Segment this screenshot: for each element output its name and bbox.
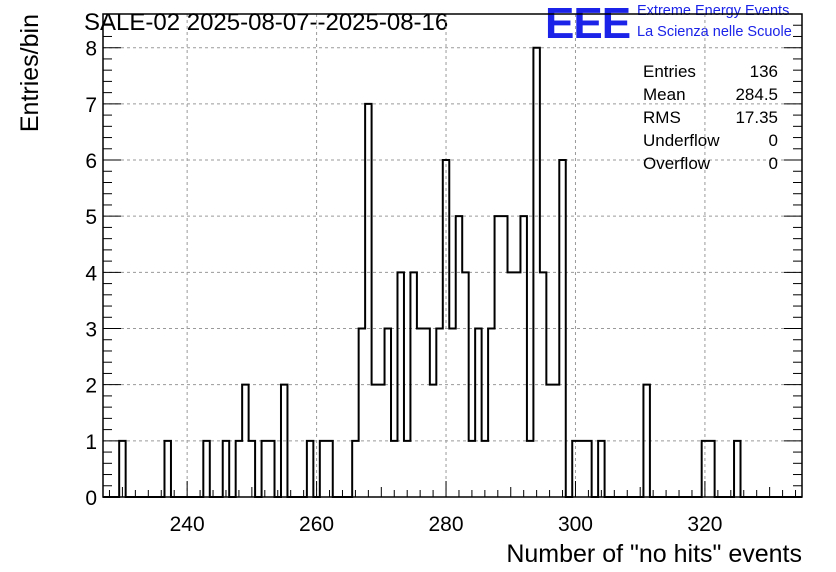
histogram-bin bbox=[734, 441, 740, 497]
y-tick-label: 1 bbox=[85, 431, 97, 454]
histogram-bin bbox=[397, 272, 403, 497]
histogram-bin bbox=[488, 329, 494, 497]
stats-value: 0 bbox=[769, 154, 778, 173]
histogram-bin bbox=[546, 385, 552, 497]
histogram-bin bbox=[378, 385, 384, 497]
y-tick-label: 3 bbox=[85, 319, 97, 342]
histogram-bin bbox=[365, 104, 371, 497]
histogram-bin bbox=[579, 441, 585, 497]
histogram-bin bbox=[475, 329, 481, 497]
stats-value: 0 bbox=[769, 131, 778, 150]
y-tick-label: 8 bbox=[85, 38, 97, 61]
histogram-bin bbox=[262, 441, 268, 497]
histogram-bin bbox=[430, 385, 436, 497]
histogram-bin bbox=[119, 441, 125, 497]
histogram-bin bbox=[520, 216, 526, 497]
histogram-bin bbox=[708, 441, 714, 497]
histogram-bin bbox=[462, 272, 468, 497]
y-tick-label: 2 bbox=[85, 375, 97, 398]
histogram-bin bbox=[326, 441, 332, 497]
histogram-bin bbox=[553, 385, 559, 497]
histogram-bin bbox=[527, 441, 533, 497]
x-tick-labels: 240 260 280 300 320 bbox=[170, 513, 723, 536]
histogram-bin bbox=[242, 385, 248, 497]
histogram-bin bbox=[404, 441, 410, 497]
histogram-bin bbox=[443, 160, 449, 497]
histogram-bin bbox=[164, 441, 170, 497]
y-tick-label: 0 bbox=[85, 487, 97, 510]
histogram-bin bbox=[585, 441, 591, 497]
axis-ticks bbox=[103, 13, 802, 498]
histogram-bin bbox=[456, 216, 462, 497]
histogram-bin bbox=[533, 48, 539, 497]
plot-frame bbox=[102, 13, 803, 498]
histogram-bin bbox=[508, 272, 514, 497]
histogram-bin bbox=[223, 441, 229, 497]
histogram-bin bbox=[417, 329, 423, 497]
y-tick-label: 4 bbox=[85, 262, 97, 285]
x-tick-label: 300 bbox=[558, 513, 593, 536]
histogram-step-line bbox=[103, 46, 802, 498]
x-tick-label: 260 bbox=[299, 513, 334, 536]
x-tick-label: 280 bbox=[429, 513, 464, 536]
histogram-bin bbox=[540, 272, 546, 497]
histogram-bin bbox=[307, 441, 313, 497]
histogram-bin bbox=[449, 329, 455, 497]
stats-label: Mean bbox=[643, 85, 686, 104]
histogram-bin bbox=[352, 441, 358, 497]
histogram-bin bbox=[203, 441, 209, 497]
histogram-bin bbox=[559, 160, 565, 497]
histogram-bin bbox=[469, 441, 475, 497]
histogram-bin bbox=[320, 441, 326, 497]
histogram-bin bbox=[249, 441, 255, 497]
histogram-bin bbox=[572, 441, 578, 497]
histogram-bin bbox=[281, 385, 287, 497]
histogram-bin bbox=[372, 385, 378, 497]
histogram-bin bbox=[643, 385, 649, 497]
eee-logo: EEE bbox=[545, 0, 631, 48]
histogram-bin bbox=[482, 441, 488, 497]
histogram-bin bbox=[495, 216, 501, 497]
logo-line-2: La Scienza nelle Scuole bbox=[637, 24, 792, 40]
x-axis-title: Number of "no hits" events bbox=[506, 540, 802, 568]
histogram-bin bbox=[514, 272, 520, 497]
stats-label: Entries bbox=[643, 62, 696, 81]
histogram-bin bbox=[391, 441, 397, 497]
y-axis-title: Entries/bin bbox=[16, 14, 44, 132]
stats-label: Overflow bbox=[643, 154, 711, 173]
histogram-bin bbox=[236, 441, 242, 497]
x-tick-label: 240 bbox=[170, 513, 205, 536]
y-tick-label: 6 bbox=[85, 150, 97, 173]
y-tick-label: 5 bbox=[85, 206, 97, 229]
x-tick-label: 320 bbox=[687, 513, 722, 536]
histogram-bin bbox=[423, 329, 429, 497]
stats-label: RMS bbox=[643, 108, 681, 127]
histogram-bin bbox=[598, 441, 604, 497]
stats-value: 17.35 bbox=[735, 108, 778, 127]
y-tick-labels: 0 1 2 3 4 5 6 7 8 bbox=[85, 38, 97, 510]
histogram-bin bbox=[385, 329, 391, 497]
stats-value: 136 bbox=[750, 62, 778, 81]
histogram-bin bbox=[410, 272, 416, 497]
histogram-bin bbox=[501, 216, 507, 497]
histogram-bin bbox=[436, 329, 442, 497]
logo-line-1: Extreme Energy Events bbox=[637, 3, 790, 19]
histogram-bin bbox=[268, 441, 274, 497]
stats-box: Entries 136 Mean 284.5 RMS 17.35 Underflow 0 Ove… bbox=[643, 62, 778, 173]
stats-value: 284.5 bbox=[735, 85, 778, 104]
histogram-bin bbox=[702, 441, 708, 497]
grid-lines bbox=[103, 14, 802, 497]
y-tick-label: 7 bbox=[85, 94, 97, 117]
histogram-bin bbox=[359, 329, 365, 497]
stats-label: Underflow bbox=[643, 131, 720, 150]
